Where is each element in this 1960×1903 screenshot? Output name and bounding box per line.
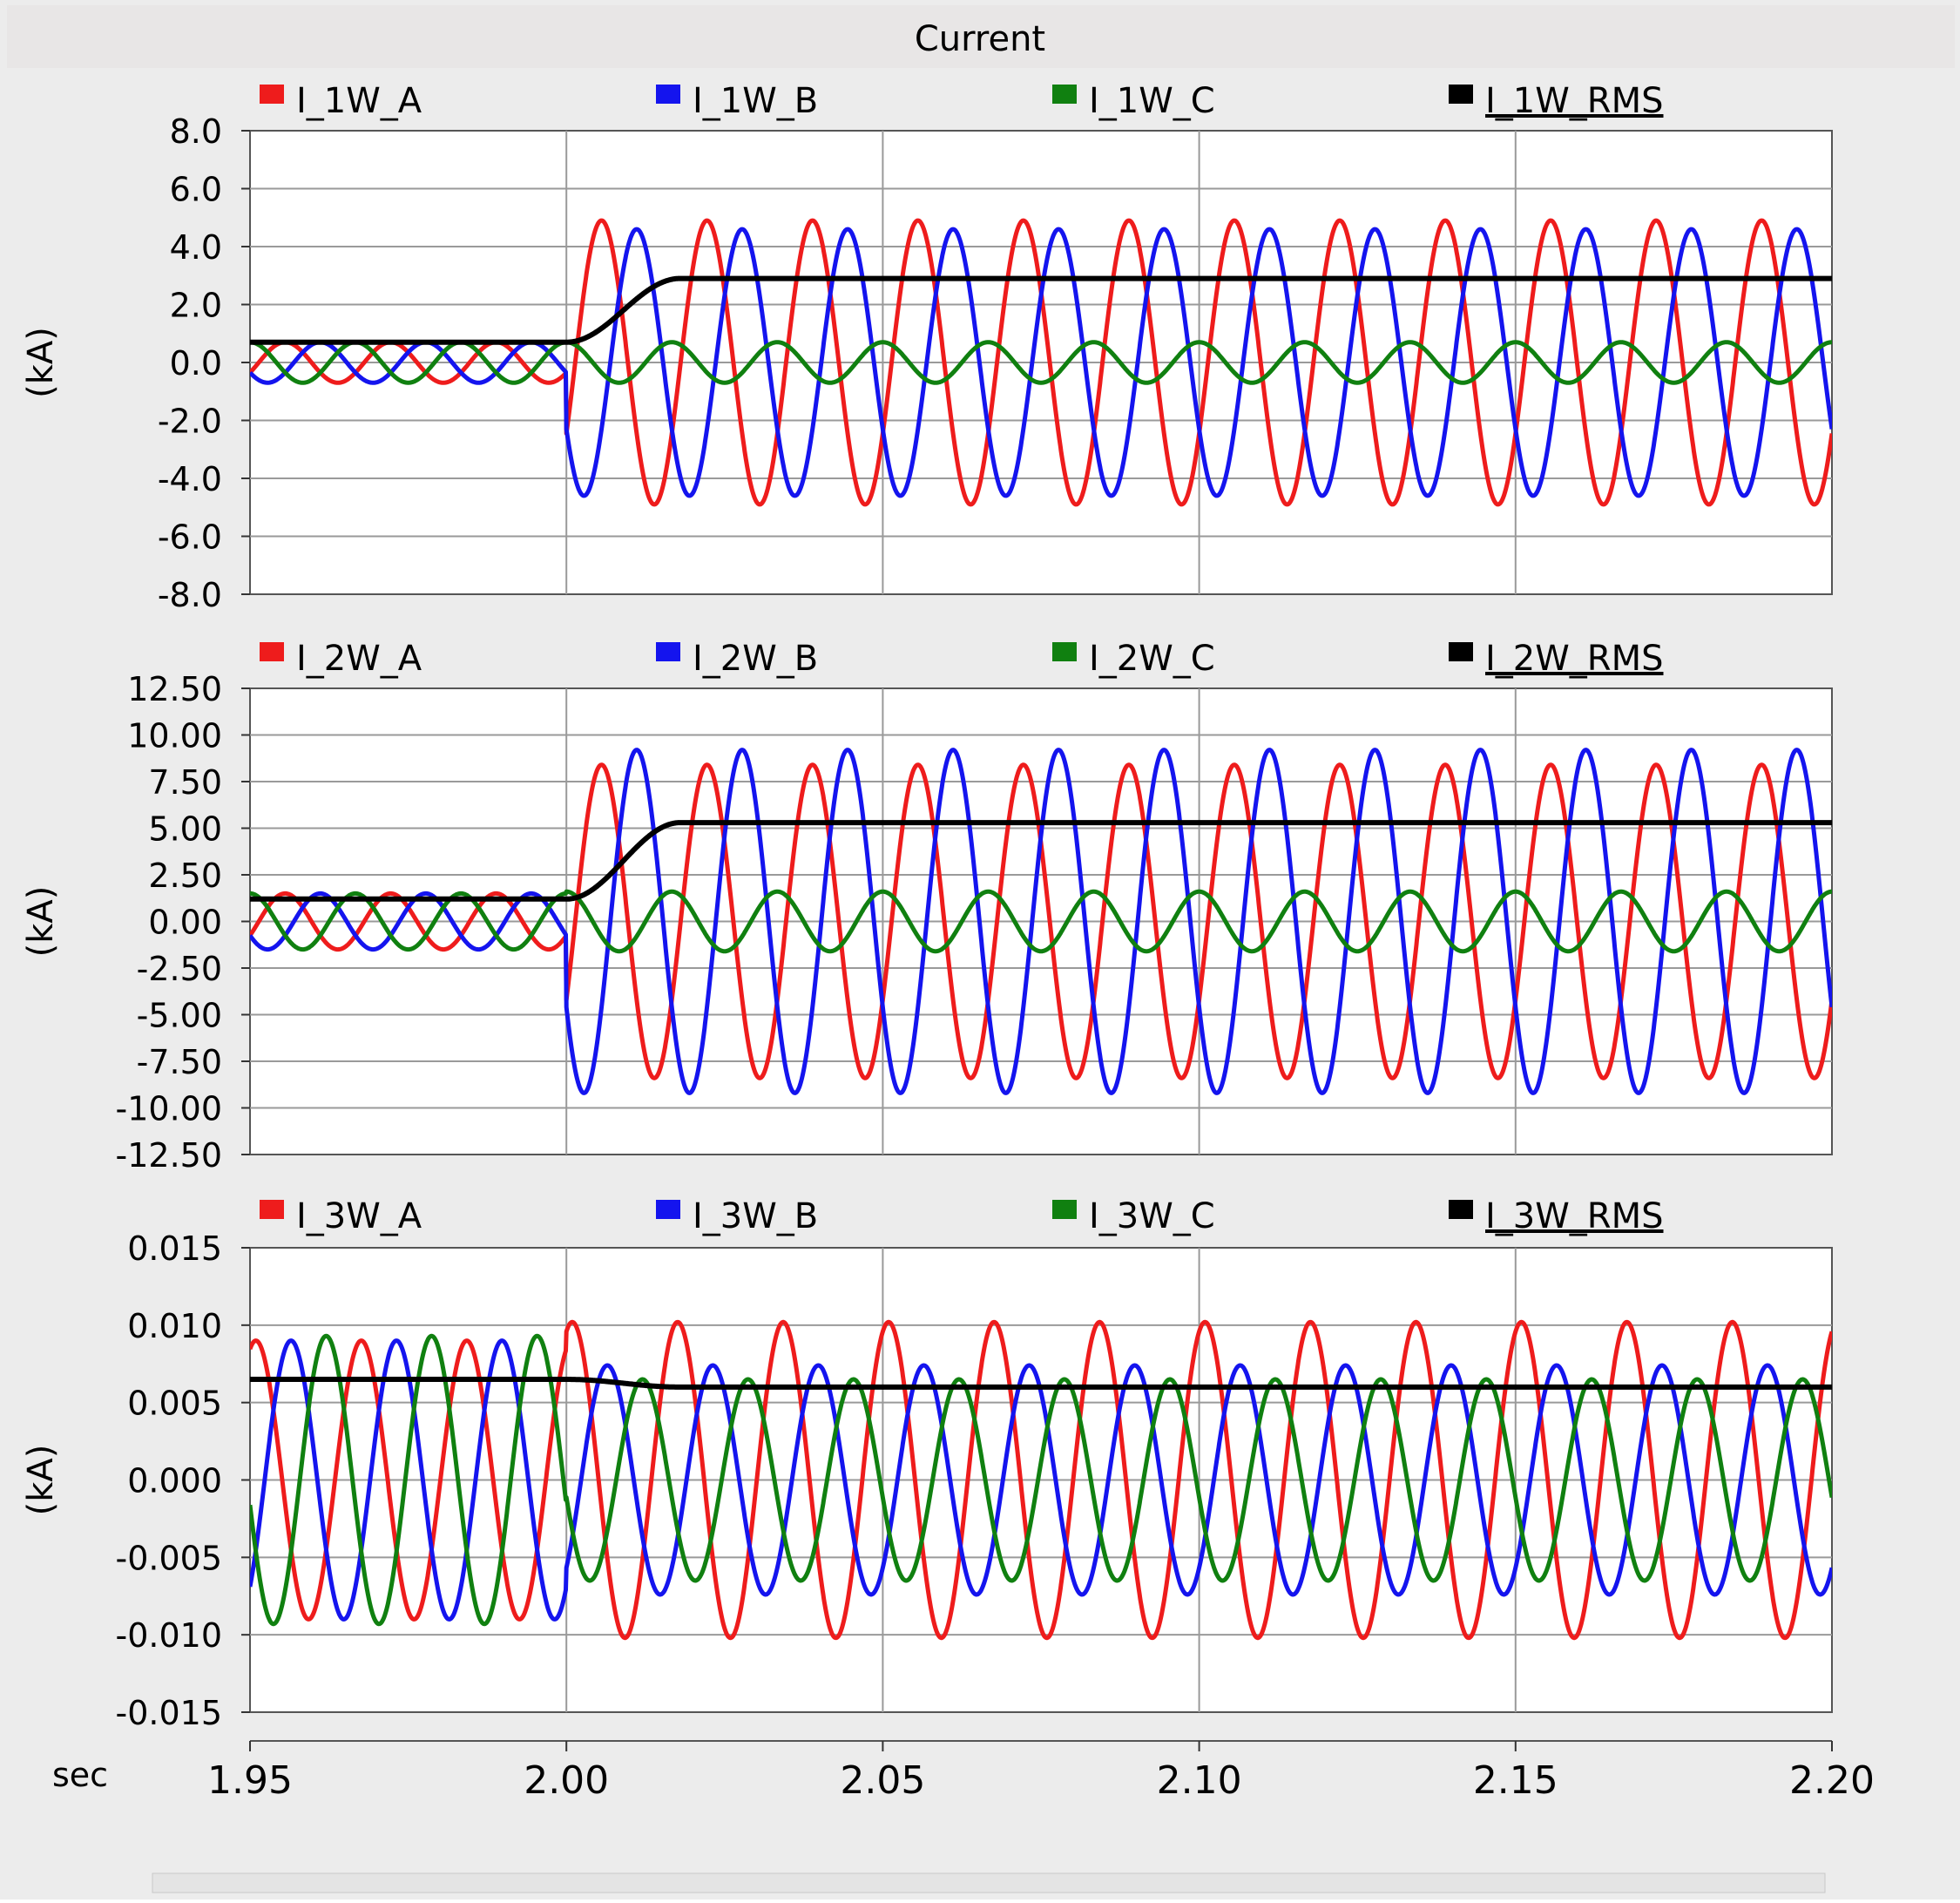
x-tick-label: 1.95 [207,1758,293,1803]
y-tick-label: -12.50 [116,1136,223,1175]
y-tick-label: -2.50 [137,950,222,988]
legend-band [152,1189,1825,1238]
series-line-i-2w-rms [250,820,1832,902]
x-tick-label: 2.20 [1789,1758,1875,1803]
legend-swatch [1052,642,1077,661]
window-title: Current [915,19,1045,59]
y-tick-label: 5.00 [148,810,222,849]
legend-entry[interactable]: I_3W_RMS [1485,1196,1664,1236]
y-tick-label: -5.00 [137,997,222,1035]
series-line-i-1w-rms [250,275,1832,345]
series-line-i-3w-a [250,1319,1832,1641]
y-axis-label: (kA) [21,886,61,958]
y-tick-label: 0.00 [148,904,222,942]
legend-entry[interactable]: I_3W_C [1089,1196,1215,1236]
legend-swatch [1052,1200,1077,1219]
y-tick-label: 12.50 [127,670,222,708]
legend-entry[interactable]: I_1W_B [693,81,818,121]
legend-swatch [1449,1200,1473,1219]
y-axis-label: (kA) [21,1445,61,1516]
legend-entry[interactable]: I_3W_A [296,1196,422,1236]
y-tick-label: -0.015 [116,1694,223,1732]
y-tick-label: -4.0 [158,460,222,498]
y-tick-label: 2.50 [148,857,222,895]
series-line-i-3w-b [250,1338,1832,1622]
y-tick-label: -8.0 [158,576,222,614]
y-axis-label: (kA) [21,327,61,398]
x-tick-label: 2.15 [1473,1758,1558,1803]
legend-entry[interactable]: I_2W_C [1089,639,1215,679]
legend-entry[interactable]: I_3W_B [693,1196,818,1236]
legend-swatch [1449,85,1473,104]
legend-swatch [656,642,680,661]
legend-swatch [1449,642,1473,661]
title-bar [7,5,1955,68]
x-axis-label: sec [52,1756,108,1794]
legend-entry[interactable]: I_1W_A [296,81,422,121]
legend-entry[interactable]: I_2W_B [693,639,818,679]
y-tick-label: 6.0 [170,171,222,209]
y-tick-label: -10.00 [116,1090,223,1128]
panel-2: I_2W_A I_2W_B I_2W_C I_2W_RMS 12.50 10.00 7.50… [21,632,1833,1175]
series-line-i-3w-rms [250,1377,1832,1390]
legend-swatch [260,642,284,661]
y-tick-label: 0.0 [170,344,222,383]
legend-swatch [656,85,680,104]
series-line-i-2w-b [250,748,1832,1095]
x-tick-label: 2.00 [524,1758,609,1803]
panel-1: I_1W_A I_1W_B I_1W_C I_1W_RMS 8.0 6.0 4.0 2.0 0.… [21,74,1833,614]
legend-swatch [260,1200,284,1219]
bottom-scroll-area[interactable] [152,1873,1826,1893]
y-tick-label: 7.50 [148,763,222,802]
y-tick-label: 0.015 [127,1229,222,1268]
legend-swatch [1052,85,1077,104]
panel-3: I_3W_A I_3W_B I_3W_C I_3W_RMS 0.015 0.010 0.00… [21,1189,1833,1732]
y-tick-label: 0.010 [127,1307,222,1345]
y-tick-label: -7.50 [137,1043,222,1081]
legend-swatch [656,1200,680,1219]
legend-entry[interactable]: I_2W_RMS [1485,639,1664,679]
series-line-i-1w-b [250,227,1832,498]
series-line-i-2w-c [250,889,1832,954]
y-tick-label: 0.000 [127,1462,222,1500]
y-tick-label: -2.0 [158,403,222,441]
legend-band [152,74,1825,123]
y-tick-label: -0.005 [116,1539,223,1577]
legend-entry[interactable]: I_2W_A [296,639,422,679]
x-tick-label: 2.10 [1157,1758,1242,1803]
y-tick-label: 0.005 [127,1385,222,1423]
x-tick-label: 2.05 [840,1758,925,1803]
legend-entry[interactable]: I_1W_RMS [1485,81,1664,121]
y-tick-label: 8.0 [170,112,222,151]
y-tick-label: 4.0 [170,228,222,267]
series-line-i-1w-c [250,340,1832,385]
y-tick-label: -6.0 [158,518,222,557]
legend-swatch [260,85,284,104]
legend-entry[interactable]: I_1W_C [1089,81,1215,121]
y-tick-label: 10.00 [127,717,222,755]
legend-band [152,632,1825,681]
series-line-i-3w-c [250,1333,1832,1627]
y-tick-label: 2.0 [170,287,222,325]
y-tick-label: -0.010 [116,1616,223,1655]
